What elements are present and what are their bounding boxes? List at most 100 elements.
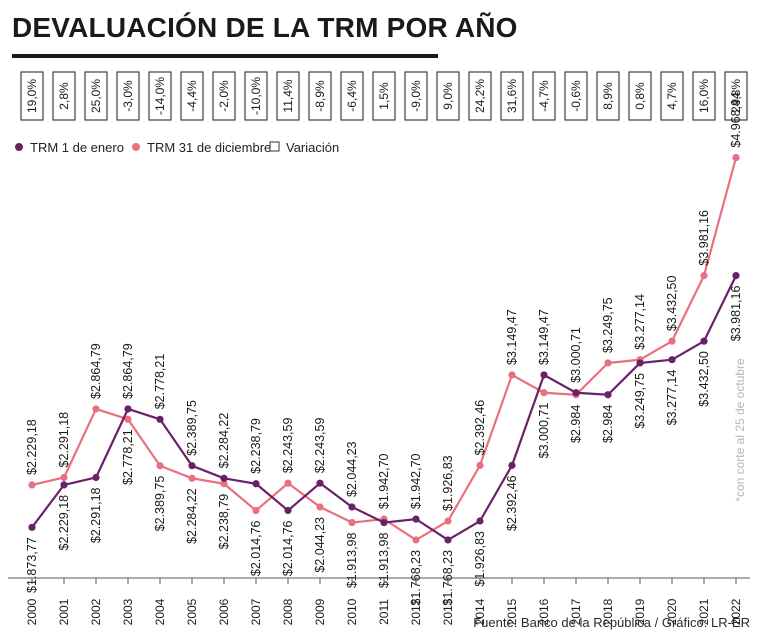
x-tick-label: 2008 — [281, 598, 295, 625]
dec-data-label: $3.981,16 — [697, 210, 711, 266]
variation-label: -10,0% — [249, 77, 263, 115]
variation-boxes: 19,0% 2,8% 25,0% -3,0% -14,0% -4,4% -2,0% -10,0… — [20, 71, 748, 121]
dec-data-label: $3.000,71 — [569, 327, 583, 383]
jan-data-label: $2.229,18 — [57, 495, 71, 551]
dec-data-label: $2.389,75 — [185, 400, 199, 456]
dec-data-label: $2.291,18 — [57, 412, 71, 468]
variation-label: -6,4% — [345, 80, 359, 112]
jan-data-label: $2.014,76 — [281, 520, 295, 576]
x-tick-label: 2015 — [505, 598, 519, 625]
dec-data-label: $2.238,79 — [249, 418, 263, 474]
variation-label: -0,6% — [569, 80, 583, 112]
source-note: Fuente: Banco de la República / Gráfico:… — [473, 615, 750, 630]
dec-data-label: $2.044,23 — [345, 441, 359, 497]
variation-box — [308, 71, 332, 121]
dec-data-label: $1.942,70 — [377, 453, 391, 509]
dec-series-point — [508, 371, 516, 379]
dec-series-point — [444, 517, 452, 525]
dec-data-label: $2.392,46 — [473, 400, 487, 456]
dec-series-point — [28, 481, 36, 489]
jan-data-label: $2.014,76 — [249, 520, 263, 576]
variation-label: -3,0% — [121, 80, 135, 112]
jan-series-point — [476, 517, 484, 525]
dec-data-label: $3.149,47 — [505, 309, 519, 365]
dec-series-point — [252, 506, 260, 515]
jan-series-point — [220, 474, 228, 482]
x-tick-label: 2011 — [377, 599, 391, 625]
variation-box — [404, 71, 428, 121]
dec-data-label: $2.229,18 — [25, 419, 39, 475]
jan-series-point — [28, 523, 36, 531]
dec-series-point — [284, 479, 292, 487]
data-labels: $2.229,18 $1.873,77 $2.291,18 $2.229,18 $2.8… — [25, 92, 743, 606]
title-underline — [12, 54, 438, 58]
jan-series-point — [156, 415, 164, 423]
x-tick-label: 2003 — [121, 598, 135, 625]
dec-series-point — [700, 272, 708, 280]
dec-series-point — [92, 405, 100, 413]
jan-data-label: $2.984 — [569, 405, 583, 443]
jan-data-label: $2.238,79 — [217, 494, 231, 550]
dec-data-label: $2.243,59 — [313, 418, 327, 474]
jan-data-label: $2.284,22 — [185, 488, 199, 544]
variation-label: 11,4% — [281, 79, 295, 112]
dec-series-point — [732, 154, 740, 162]
jan-series-point — [540, 371, 548, 379]
jan-series-point — [348, 503, 356, 511]
dec-series-point — [124, 415, 132, 423]
dec-series-point — [604, 359, 612, 367]
variation-box — [84, 71, 108, 121]
x-tick-label: 2017 — [569, 598, 583, 625]
dec-series-point — [220, 480, 228, 488]
legend: TRM 1 de enero TRM 31 de diciembre Varia… — [15, 140, 339, 155]
jan-data-label: $3.249,75 — [633, 373, 647, 429]
dec-series-point — [60, 473, 68, 482]
jan-series-point — [284, 506, 292, 515]
dec-series-point — [540, 389, 548, 397]
x-tick-label: 2006 — [217, 598, 231, 625]
jan-data-label: $2.044,23 — [313, 517, 327, 573]
variation-box — [276, 71, 300, 121]
variation-label: 1,5% — [377, 82, 391, 110]
variation-label: 25,0% — [89, 79, 103, 113]
legend-marker-var — [269, 141, 280, 152]
dec-data-label: $2.778,21 — [153, 354, 167, 410]
dec-data-label: $2.864,79 — [121, 343, 135, 399]
variation-box — [148, 71, 172, 121]
variation-box — [692, 71, 716, 121]
variation-box — [20, 71, 44, 121]
variation-label: -14,0% — [153, 77, 167, 115]
variation-box — [500, 71, 524, 121]
variation-label: -9,0% — [409, 80, 423, 112]
jan-series-point — [316, 479, 324, 487]
variation-box — [52, 71, 76, 121]
variation-box — [372, 71, 396, 121]
x-tick-label: 2007 — [249, 598, 263, 625]
jan-series-point — [188, 462, 196, 470]
dec-data-label: $3.432,50 — [665, 275, 679, 331]
x-tick-label: 2016 — [537, 598, 551, 625]
jan-data-label: $2.984 — [601, 405, 615, 443]
dec-data-label: $3.277,14 — [633, 294, 647, 350]
x-tick-label: 2000 — [25, 598, 39, 625]
dec-data-label: $3.249,75 — [601, 297, 615, 353]
jan-data-label: $2.291,18 — [89, 487, 103, 543]
dec-data-label: $2.864,79 — [89, 343, 103, 399]
jan-series-point — [604, 391, 612, 399]
x-tick-label: 2020 — [665, 598, 679, 625]
variation-box — [628, 71, 652, 121]
x-tick-label: 2013 — [441, 598, 455, 625]
dec-series-point — [476, 461, 484, 469]
variation-box — [116, 71, 140, 121]
variation-label: -4,7% — [537, 80, 551, 112]
jan-series-point — [732, 272, 740, 280]
x-tick-label: 2019 — [633, 598, 647, 625]
variation-label: 2,8% — [57, 82, 71, 110]
variation-box — [340, 71, 364, 121]
footnote: *con corte al 25 de octubre — [733, 358, 747, 502]
variation-box — [532, 71, 556, 121]
variation-box — [724, 71, 748, 121]
dec-series-point — [668, 337, 676, 345]
variation-box — [212, 71, 236, 121]
variation-label: 4,7% — [665, 82, 679, 110]
